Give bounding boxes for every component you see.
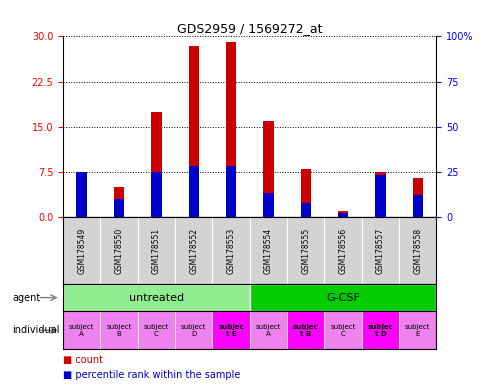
Text: subject
B: subject B bbox=[106, 324, 132, 337]
Bar bbox=[398, 311, 436, 349]
Bar bbox=[137, 311, 175, 349]
Bar bbox=[263, 121, 273, 217]
Bar bbox=[212, 311, 249, 349]
Bar bbox=[287, 311, 324, 349]
Text: subject
D: subject D bbox=[181, 324, 206, 337]
Text: GSM178549: GSM178549 bbox=[77, 227, 86, 274]
Bar bbox=[361, 311, 398, 349]
Bar bbox=[188, 166, 198, 217]
Bar bbox=[151, 112, 161, 217]
Bar bbox=[300, 202, 310, 217]
Bar bbox=[175, 311, 212, 349]
Bar bbox=[76, 174, 87, 217]
Bar bbox=[114, 199, 124, 217]
Text: subjec
t E: subjec t E bbox=[218, 324, 243, 337]
Bar bbox=[412, 178, 422, 217]
Bar bbox=[263, 194, 273, 217]
Bar bbox=[249, 284, 436, 311]
Bar bbox=[114, 187, 124, 217]
Bar bbox=[412, 195, 422, 217]
Bar bbox=[63, 311, 100, 349]
Bar bbox=[337, 211, 348, 217]
Text: subjec
t B: subjec t B bbox=[292, 324, 318, 337]
Text: GSM178552: GSM178552 bbox=[189, 227, 198, 274]
Text: GSM178551: GSM178551 bbox=[151, 227, 161, 274]
Bar bbox=[300, 169, 310, 217]
Bar bbox=[324, 311, 361, 349]
Text: GSM178554: GSM178554 bbox=[263, 227, 272, 274]
Text: ■ percentile rank within the sample: ■ percentile rank within the sample bbox=[63, 370, 240, 380]
Text: agent: agent bbox=[12, 293, 40, 303]
Text: untreated: untreated bbox=[129, 293, 183, 303]
Text: GSM178555: GSM178555 bbox=[301, 227, 310, 274]
Bar bbox=[375, 175, 385, 217]
Text: GSM178550: GSM178550 bbox=[114, 227, 123, 274]
Text: individual: individual bbox=[12, 325, 60, 335]
Text: GSM178556: GSM178556 bbox=[338, 227, 347, 274]
Text: subject
A: subject A bbox=[255, 324, 281, 337]
Text: GSM178557: GSM178557 bbox=[375, 227, 384, 274]
Bar bbox=[76, 172, 87, 217]
Bar bbox=[188, 46, 198, 217]
Text: ■ count: ■ count bbox=[63, 355, 103, 365]
Text: GSM178553: GSM178553 bbox=[226, 227, 235, 274]
Text: subjec
t D: subjec t D bbox=[367, 324, 393, 337]
Bar bbox=[375, 172, 385, 217]
Bar bbox=[249, 311, 287, 349]
Text: G-CSF: G-CSF bbox=[326, 293, 359, 303]
Text: GSM178558: GSM178558 bbox=[412, 227, 422, 274]
Text: subject
E: subject E bbox=[404, 324, 430, 337]
Bar bbox=[63, 284, 249, 311]
Bar bbox=[100, 311, 137, 349]
Text: subject
C: subject C bbox=[330, 324, 355, 337]
Bar bbox=[337, 214, 348, 217]
Bar bbox=[226, 43, 236, 217]
Text: subject
A: subject A bbox=[69, 324, 94, 337]
Bar bbox=[151, 172, 161, 217]
Bar bbox=[226, 166, 236, 217]
Title: GDS2959 / 1569272_at: GDS2959 / 1569272_at bbox=[177, 22, 322, 35]
Text: subject
C: subject C bbox=[143, 324, 169, 337]
